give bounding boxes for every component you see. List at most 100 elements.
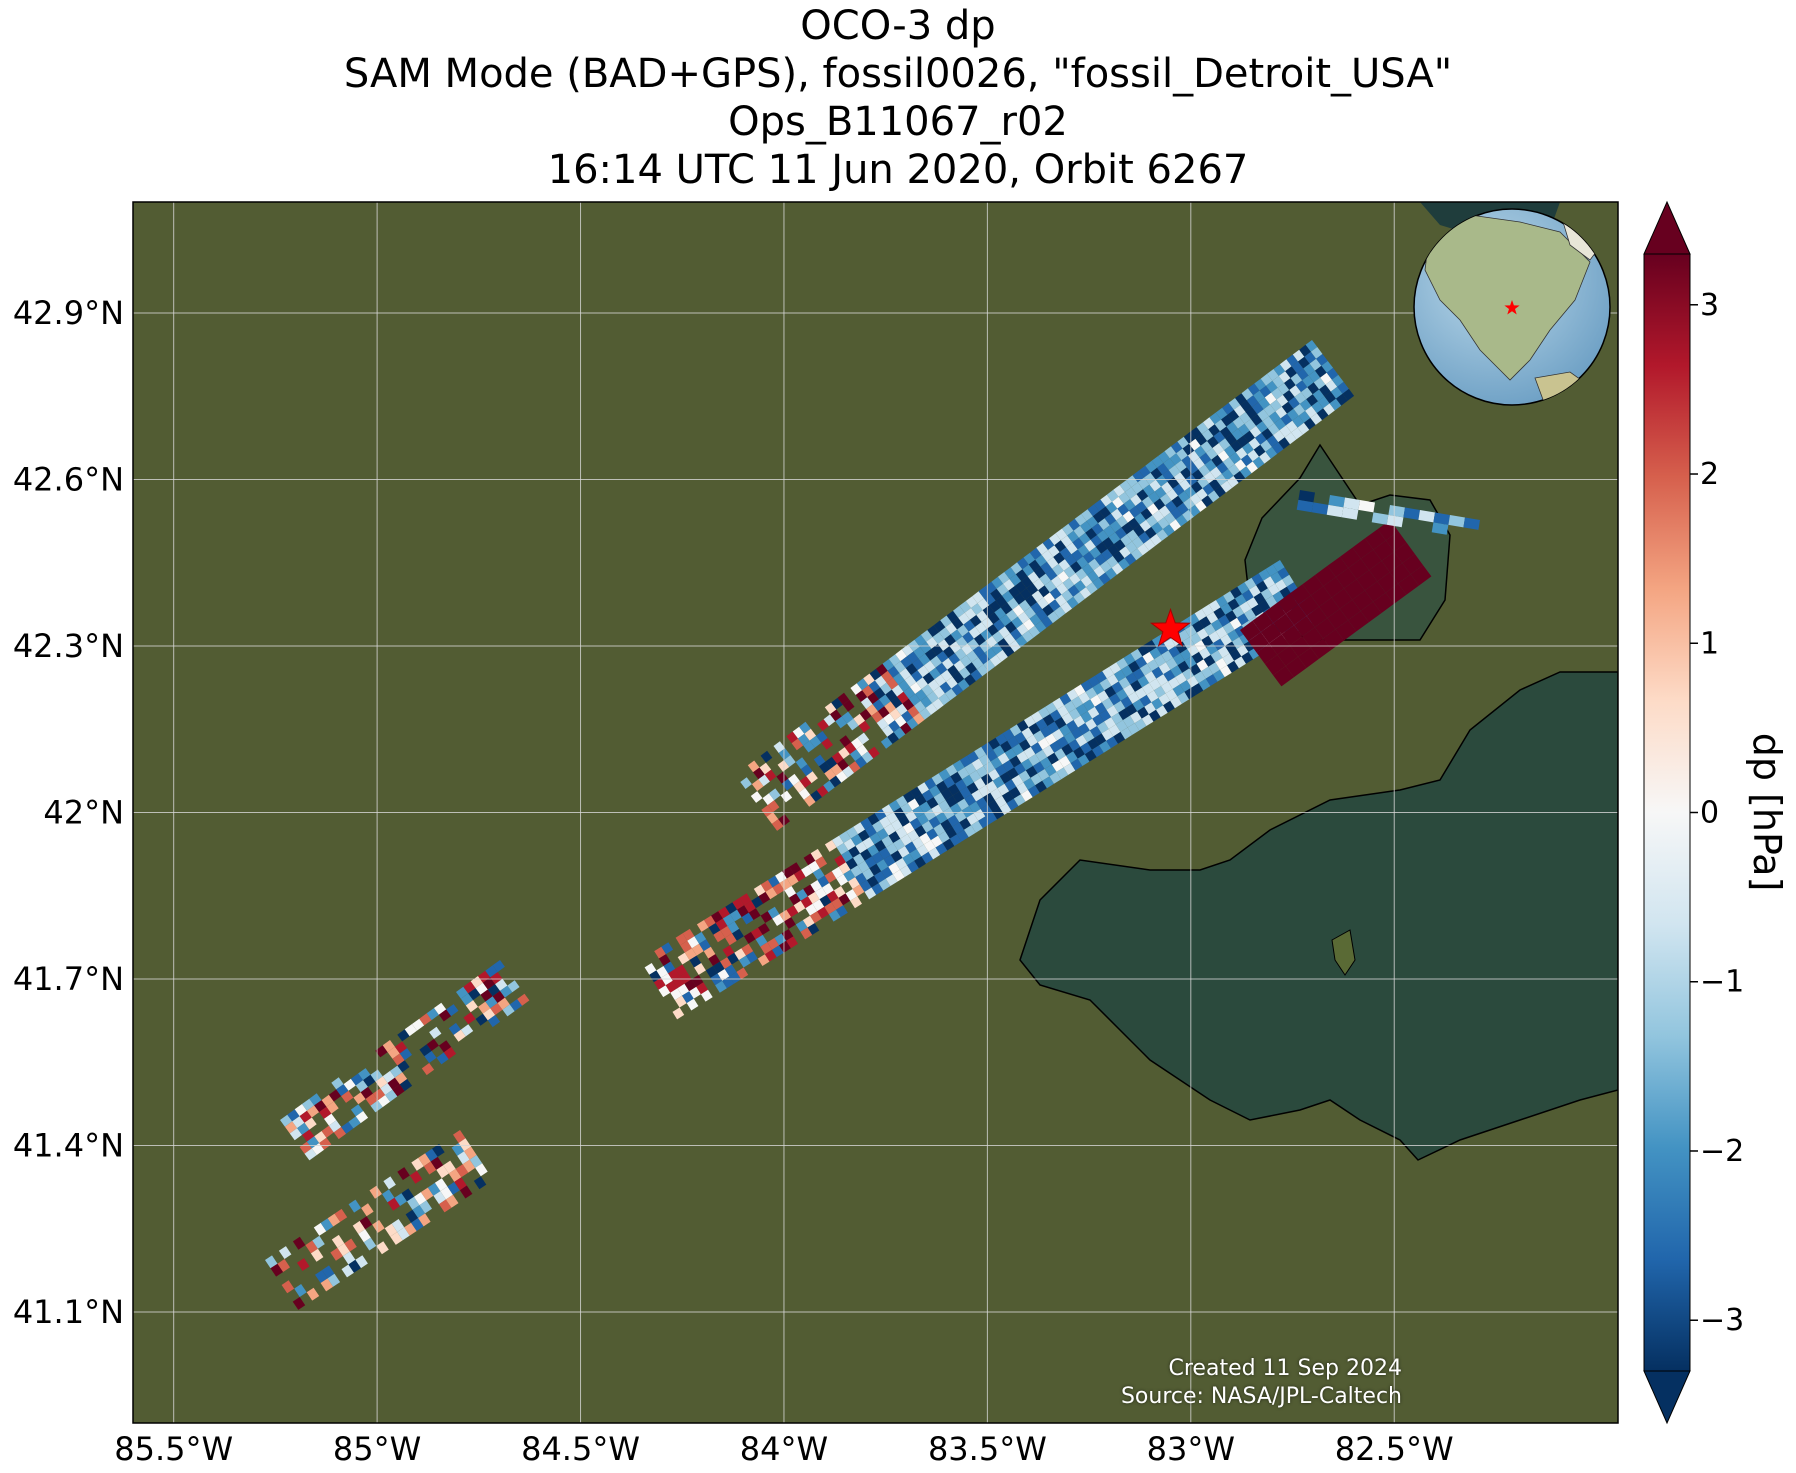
sounding-pixel [1331,588,1353,609]
sounding-pixel [835,716,847,729]
sounding-pixel [1264,654,1286,676]
sounding-pixel [1004,748,1017,760]
sounding-pixel [691,974,704,987]
sounding-pixel [1299,344,1311,357]
sounding-pixel [399,1048,412,1061]
sounding-pixel [738,955,751,968]
sounding-pixel [744,900,756,913]
sounding-pixel [1308,370,1321,383]
sounding-pixel [947,814,960,827]
sounding-pixel [1170,696,1182,709]
sounding-pixel [961,806,974,818]
sounding-pixel [686,998,699,1011]
sounding-pixel [387,1197,400,1211]
sounding-pixel [886,677,899,690]
sounding-pixel [1168,677,1180,689]
sounding-pixel [1078,691,1091,704]
sounding-pixel [1298,356,1310,369]
sounding-pixel [1149,647,1162,660]
sounding-pixel [1188,504,1201,517]
sounding-pixel [866,875,879,888]
sounding-pixel [779,878,792,891]
sounding-pixel [965,662,977,675]
sounding-pixel [1196,422,1209,434]
sounding-pixel [304,1148,317,1161]
sounding-pixel [1059,547,1072,560]
sounding-pixel [1061,589,1074,602]
sounding-pixel [806,771,818,784]
sounding-pixel [1433,512,1450,525]
title-line-4: 16:14 UTC 11 Jun 2020, Orbit 6267 [547,147,1249,193]
sounding-pixel [1119,480,1132,492]
sounding-pixel [306,1105,320,1118]
sounding-pixel [1144,671,1157,683]
sounding-pixel [725,902,738,915]
sounding-pixel [1311,502,1329,515]
sounding-pixel [959,786,972,799]
sounding-pixel [812,899,825,912]
sounding-pixel [350,1073,364,1086]
sounding-pixel [1190,481,1203,494]
sounding-pixel [1123,684,1135,697]
sounding-pixel [862,685,874,698]
sounding-pixel [997,572,1010,584]
sounding-pixel [1116,515,1128,528]
sounding-pixel [1164,446,1177,459]
sounding-pixel [904,675,917,687]
sounding-pixel [463,1012,476,1025]
sounding-pixel [850,834,863,846]
sounding-pixel [1295,380,1308,393]
sounding-pixel [846,826,858,839]
sounding-pixel [1328,495,1345,508]
sounding-pixel [1104,717,1116,729]
sounding-pixel [1113,485,1125,497]
sounding-pixel [952,822,964,835]
sounding-pixel [880,682,892,695]
sounding-pixel [1275,406,1287,419]
sounding-pixel [1067,530,1079,543]
sounding-pixel [795,757,808,770]
sounding-pixel [1113,700,1126,713]
sounding-pixel [397,1167,410,1181]
sounding-pixel [874,840,887,852]
sounding-pixel [851,737,863,750]
sounding-pixel [893,838,905,851]
sounding-pixel [1102,666,1114,679]
sounding-pixel [962,631,974,644]
sounding-pixel [990,588,1002,601]
sounding-pixel [1002,645,1015,657]
sounding-pixel [684,979,697,992]
sounding-pixel [1291,427,1303,440]
sounding-pixel [473,1176,487,1190]
sounding-pixel [848,877,860,889]
sounding-pixel [724,964,737,977]
sounding-pixel [1015,569,1028,582]
sounding-pixel [1016,623,1029,636]
sounding-pixel [1161,681,1173,694]
sounding-pixel [753,884,766,897]
sounding-pixel [1201,666,1213,679]
sounding-pixel [1097,721,1109,734]
sounding-pixel [897,846,910,858]
sounding-pixel [758,774,770,787]
sounding-pixel [432,1143,445,1157]
sounding-pixel [1278,437,1290,450]
sounding-pixel [844,742,857,755]
sounding-pixel [1291,361,1304,374]
sounding-pixel [1106,674,1119,686]
sounding-pixel [394,1072,408,1085]
sounding-pixel [804,728,817,741]
sounding-pixel [1189,663,1202,676]
sounding-pixel [344,1238,357,1252]
sounding-pixel [743,931,756,944]
sounding-pixel [1177,436,1189,449]
sounding-pixel [942,657,954,670]
sounding-pixel [297,1122,310,1135]
sounding-pixel [1000,740,1012,753]
sounding-pixel [819,894,832,907]
sounding-pixel [1316,408,1329,421]
sounding-pixel [436,1165,449,1179]
sounding-pixel [751,927,763,940]
sounding-pixel [1083,699,1095,712]
sounding-pixel [1049,740,1062,753]
